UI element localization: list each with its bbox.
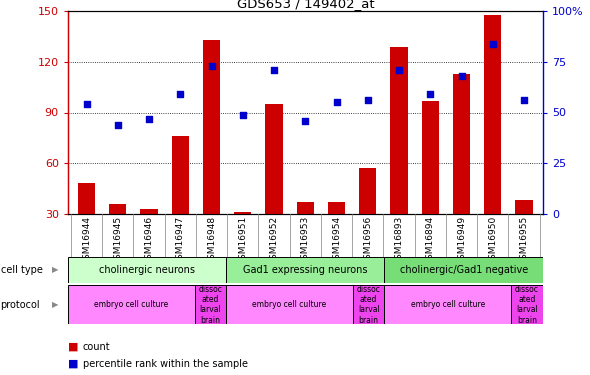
Bar	[226, 285, 353, 324]
Bar	[511, 285, 543, 324]
Text: cholinergic/Gad1 negative: cholinergic/Gad1 negative	[399, 265, 528, 275]
Bar	[266, 104, 283, 264]
Bar	[68, 257, 226, 283]
Bar	[391, 47, 408, 264]
Text: GSM16951: GSM16951	[238, 216, 247, 265]
Text: GSM16947: GSM16947	[176, 216, 185, 265]
Bar	[68, 285, 195, 324]
Text: GSM16946: GSM16946	[145, 216, 153, 265]
Bar	[195, 285, 226, 324]
Bar	[226, 257, 385, 283]
Bar	[359, 168, 376, 264]
Bar	[385, 257, 543, 283]
Text: protocol: protocol	[1, 300, 40, 310]
Text: count: count	[83, 342, 110, 352]
Point	[363, 98, 372, 104]
Point	[457, 73, 466, 79]
Text: GSM16952: GSM16952	[270, 216, 278, 265]
Text: GSM16944: GSM16944	[82, 216, 91, 265]
Text: GSM16956: GSM16956	[363, 216, 372, 265]
Bar	[203, 40, 220, 264]
Text: GSM16893: GSM16893	[395, 216, 404, 265]
Text: embryo cell culture: embryo cell culture	[94, 300, 168, 309]
Point	[394, 67, 404, 73]
Text: GSM16945: GSM16945	[113, 216, 122, 265]
Text: dissoc
ated
larval
brain: dissoc ated larval brain	[357, 285, 381, 325]
Bar	[109, 204, 126, 264]
Text: GSM16955: GSM16955	[520, 216, 529, 265]
Point	[113, 122, 123, 128]
Point	[82, 101, 91, 107]
Point	[519, 98, 529, 104]
Text: dissoc
ated
larval
brain: dissoc ated larval brain	[515, 285, 539, 325]
Point	[207, 63, 217, 69]
Point	[176, 91, 185, 97]
Text: GSM16950: GSM16950	[489, 216, 497, 265]
Text: GSM16949: GSM16949	[457, 216, 466, 265]
Text: GSM16954: GSM16954	[332, 216, 341, 265]
Bar	[453, 74, 470, 264]
Text: embryo cell culture: embryo cell culture	[253, 300, 327, 309]
Title: GDS653 / 149402_at: GDS653 / 149402_at	[237, 0, 374, 10]
Text: GSM16948: GSM16948	[207, 216, 216, 265]
Text: ▶: ▶	[52, 300, 58, 309]
Point	[145, 116, 154, 122]
Text: cholinergic neurons: cholinergic neurons	[99, 265, 195, 275]
Point	[332, 99, 341, 105]
Text: cell type: cell type	[1, 265, 42, 275]
Text: percentile rank within the sample: percentile rank within the sample	[83, 359, 248, 369]
Point	[425, 91, 435, 97]
Bar	[140, 209, 158, 264]
Point	[238, 111, 248, 117]
Bar	[385, 285, 511, 324]
Bar	[516, 200, 533, 264]
Bar	[172, 136, 189, 264]
Text: Gad1 expressing neurons: Gad1 expressing neurons	[243, 265, 368, 275]
Text: dissoc
ated
larval
brain: dissoc ated larval brain	[198, 285, 222, 325]
Bar	[234, 212, 251, 264]
Bar	[484, 15, 502, 264]
Bar	[297, 202, 314, 264]
Point	[488, 40, 497, 46]
Text: ■: ■	[68, 342, 78, 352]
Text: GSM16953: GSM16953	[301, 216, 310, 265]
Text: GSM16894: GSM16894	[426, 216, 435, 265]
Text: ■: ■	[68, 359, 78, 369]
Point	[301, 118, 310, 124]
Bar	[78, 183, 95, 264]
Text: ▶: ▶	[52, 266, 58, 274]
Bar	[353, 285, 385, 324]
Point	[270, 67, 279, 73]
Bar	[422, 101, 439, 264]
Bar	[328, 202, 345, 264]
Text: embryo cell culture: embryo cell culture	[411, 300, 485, 309]
